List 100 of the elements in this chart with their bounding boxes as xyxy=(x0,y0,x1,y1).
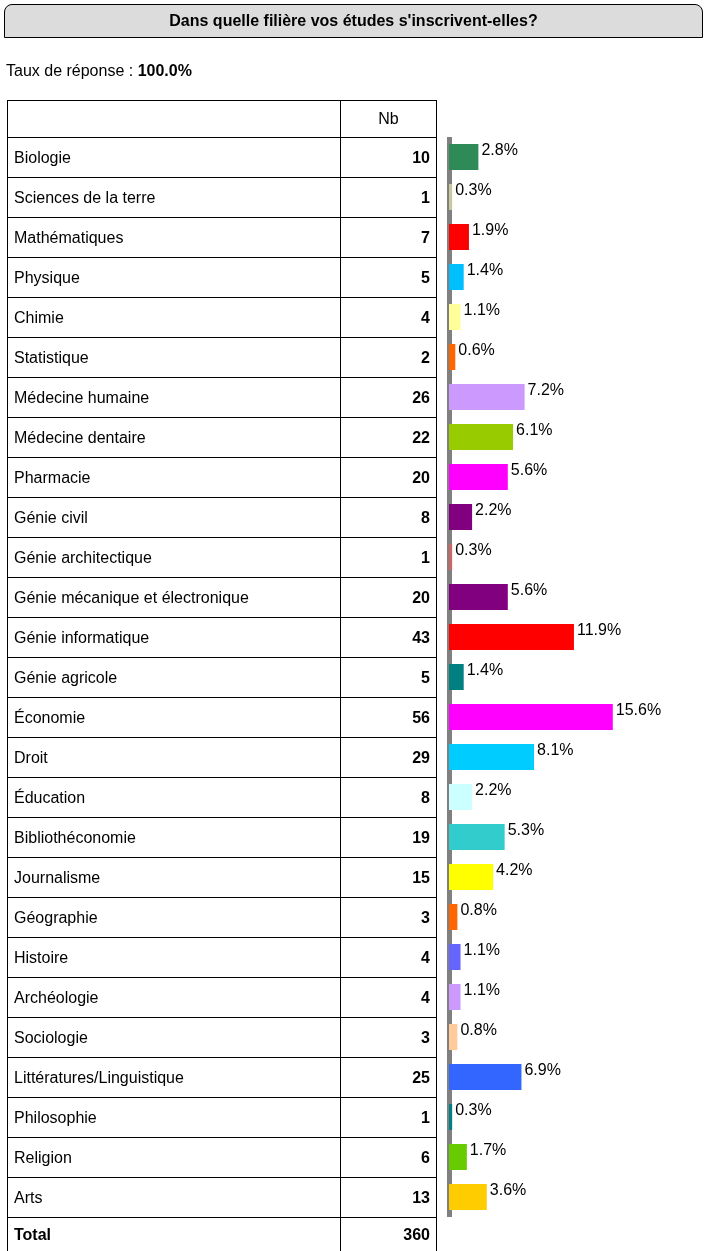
text: 4 xyxy=(340,937,437,978)
bar xyxy=(449,1104,453,1130)
bar xyxy=(449,1184,487,1210)
data-label: 2.8% xyxy=(481,141,518,159)
data-label: 0.3% xyxy=(455,541,492,559)
bar xyxy=(449,504,473,530)
bar xyxy=(449,944,461,970)
data-label: 6.1% xyxy=(516,421,553,439)
bar xyxy=(449,264,464,290)
text: Total xyxy=(7,1217,341,1251)
bar xyxy=(449,824,505,850)
text: 10 xyxy=(340,137,437,178)
y-tick-label: Éducation xyxy=(7,777,341,818)
bar xyxy=(449,624,574,650)
y-tick-label: Génie informatique xyxy=(7,617,341,658)
data-label: 4.2% xyxy=(496,861,533,879)
data-label: 0.3% xyxy=(455,181,492,199)
bar xyxy=(449,784,473,810)
text: 3 xyxy=(340,897,437,938)
text: 20 xyxy=(340,577,437,618)
y-tick-label: Génie civil xyxy=(7,497,341,538)
y-tick-label: Statistique xyxy=(7,337,341,378)
text: 1 xyxy=(340,1097,437,1138)
bar xyxy=(449,424,514,450)
data-label: 15.6% xyxy=(615,701,662,719)
y-tick-label: Archéologie xyxy=(7,977,341,1018)
text: 43 xyxy=(340,617,437,658)
y-tick-label: Littératures/Linguistique xyxy=(7,1057,341,1098)
data-label: 2.2% xyxy=(475,501,512,519)
y-tick-label: Physique xyxy=(7,257,341,298)
data-label: 2.2% xyxy=(475,781,512,799)
data-label: 0.6% xyxy=(458,341,495,359)
text: 5 xyxy=(340,257,437,298)
text: 5 xyxy=(340,657,437,698)
y-tick-label: Mathématiques xyxy=(7,217,341,258)
y-tick-label: Sociologie xyxy=(7,1017,341,1058)
y-tick-label: Pharmacie xyxy=(7,457,341,498)
text: 8 xyxy=(340,497,437,538)
data-label: 0.3% xyxy=(455,1101,492,1119)
text: 4 xyxy=(340,297,437,338)
text: 56 xyxy=(340,697,437,738)
y-tick-label: Géographie xyxy=(7,897,341,938)
data-label: 3.6% xyxy=(489,1181,527,1199)
y-tick-label: Philosophie xyxy=(7,1097,341,1138)
bar xyxy=(449,864,494,890)
bar xyxy=(449,144,479,170)
bar xyxy=(449,664,464,690)
y-tick-label: Histoire xyxy=(7,937,341,978)
text: Taux de réponse : 100.0% xyxy=(6,62,192,80)
bar xyxy=(449,1144,467,1170)
data-label: 1.4% xyxy=(466,661,504,679)
text: 360 xyxy=(340,1217,437,1251)
text: 15 xyxy=(340,857,437,898)
data-label: 5.3% xyxy=(507,821,545,839)
bar xyxy=(449,304,461,330)
text: 26 xyxy=(340,377,437,418)
y-tick-label: Droit xyxy=(7,737,341,778)
bar xyxy=(449,344,456,370)
text: 25 xyxy=(340,1057,437,1098)
text: 1 xyxy=(340,537,437,578)
bar xyxy=(449,744,535,770)
bar xyxy=(449,464,508,490)
y-tick-label: Médecine dentaire xyxy=(7,417,341,458)
data-label: 5.6% xyxy=(510,581,548,599)
data-label: 1.1% xyxy=(463,941,501,959)
y-tick-label: Arts xyxy=(7,1177,341,1218)
y-tick-label: Bibliothéconomie xyxy=(7,817,341,858)
bar xyxy=(449,904,458,930)
y-tick-label: Chimie xyxy=(7,297,341,338)
text: 2 xyxy=(340,337,437,378)
text: 13 xyxy=(340,1177,437,1218)
bar xyxy=(449,384,525,410)
y-tick-label: Religion xyxy=(7,1137,341,1178)
data-label: 11.9% xyxy=(576,621,622,639)
bar xyxy=(449,1064,522,1090)
text: 19 xyxy=(340,817,437,858)
text: 22 xyxy=(340,417,437,458)
y-tick-label: Génie agricole xyxy=(7,657,341,698)
y-tick-label: Sciences de la terre xyxy=(7,177,341,218)
y-tick-label: Médecine humaine xyxy=(7,377,341,418)
bar xyxy=(449,184,453,210)
y-tick-label: Journalisme xyxy=(7,857,341,898)
data-label: 0.8% xyxy=(460,901,497,919)
data-label: 1.1% xyxy=(463,301,501,319)
data-label: 1.4% xyxy=(466,261,504,279)
data-label: 8.1% xyxy=(537,741,574,759)
text: 1 xyxy=(340,177,437,218)
data-label: 5.6% xyxy=(510,461,548,479)
bar xyxy=(449,224,469,250)
text: 29 xyxy=(340,737,437,778)
data-label: 6.9% xyxy=(524,1061,561,1079)
text: 7 xyxy=(340,217,437,258)
bar xyxy=(449,1024,458,1050)
data-label: 1.1% xyxy=(463,981,501,999)
text: 4 xyxy=(340,977,437,1018)
text: Nb xyxy=(340,100,437,138)
text: 20 xyxy=(340,457,437,498)
data-label: 1.7% xyxy=(469,1141,507,1159)
data-label: 0.8% xyxy=(460,1021,497,1039)
y-tick-label: Économie xyxy=(7,697,341,738)
